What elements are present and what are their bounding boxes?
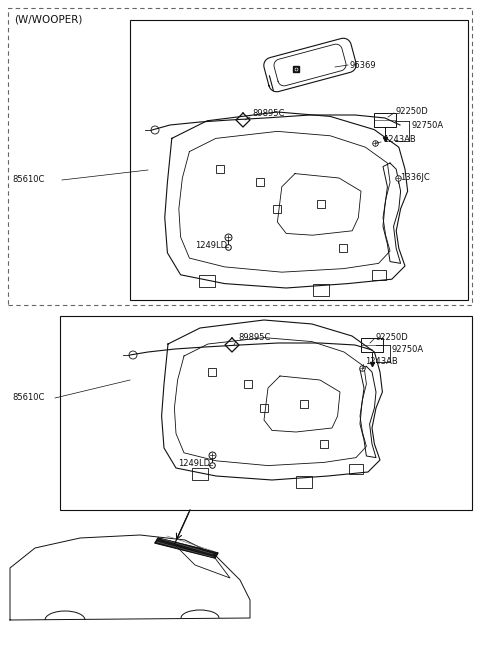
- Text: 1249LD: 1249LD: [195, 240, 227, 250]
- Text: (W/WOOPER): (W/WOOPER): [14, 15, 83, 25]
- Text: 1249LD: 1249LD: [178, 458, 210, 468]
- Polygon shape: [236, 113, 250, 127]
- Text: 96369: 96369: [350, 60, 377, 69]
- Bar: [130, 20, 468, 300]
- Polygon shape: [155, 538, 218, 558]
- Text: 1336JC: 1336JC: [400, 174, 430, 183]
- Text: 1243AB: 1243AB: [383, 136, 416, 145]
- Text: 85610C: 85610C: [12, 176, 44, 185]
- Text: 89895C: 89895C: [252, 109, 284, 117]
- Bar: [8, 8, 472, 305]
- Bar: [274, 205, 281, 213]
- Bar: [320, 440, 328, 448]
- Bar: [260, 404, 268, 412]
- Bar: [374, 113, 396, 127]
- Bar: [256, 178, 264, 187]
- Polygon shape: [225, 338, 239, 352]
- Bar: [361, 338, 383, 352]
- Bar: [296, 476, 312, 488]
- Text: 92250D: 92250D: [396, 107, 429, 115]
- Text: 92750A: 92750A: [392, 345, 424, 354]
- Bar: [300, 400, 308, 408]
- Bar: [349, 464, 363, 474]
- Bar: [208, 368, 216, 376]
- Bar: [339, 244, 348, 252]
- Bar: [192, 468, 208, 480]
- Text: 1243AB: 1243AB: [365, 358, 398, 367]
- Text: 85610C: 85610C: [12, 394, 44, 403]
- Bar: [372, 271, 385, 280]
- Text: 92750A: 92750A: [411, 121, 443, 130]
- Bar: [199, 275, 215, 287]
- Bar: [216, 165, 224, 173]
- Bar: [60, 316, 472, 510]
- Bar: [244, 380, 252, 388]
- Text: 89895C: 89895C: [238, 333, 270, 341]
- Bar: [313, 284, 329, 295]
- Text: 92250D: 92250D: [376, 333, 409, 341]
- Bar: [317, 200, 325, 208]
